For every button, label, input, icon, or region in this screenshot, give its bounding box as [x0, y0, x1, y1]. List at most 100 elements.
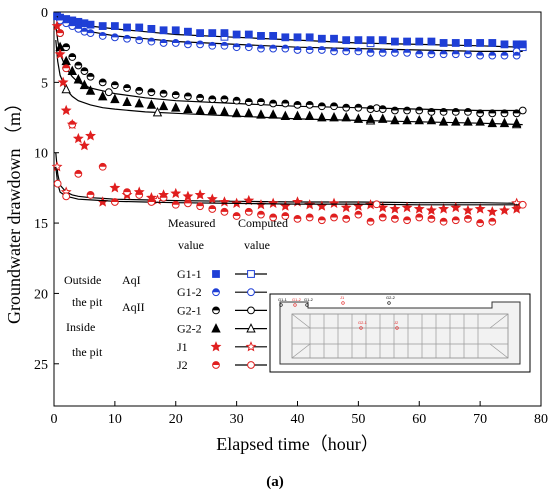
measured-point-j2-fill	[172, 201, 180, 205]
measured-point-g2-1-fill	[233, 97, 241, 101]
measured-point-g1-2	[427, 50, 436, 59]
measured-point-g2-1	[62, 43, 71, 52]
measured-point-j2	[354, 210, 363, 219]
measured-point-g1-2-fill	[403, 49, 411, 53]
measured-point-j2-fill	[464, 215, 472, 219]
inset-well-marker	[395, 326, 399, 330]
measured-point-g2-2	[353, 113, 364, 123]
measured-point-g2-1	[366, 105, 375, 113]
legend-measured-marker-g2-1-fill	[212, 307, 220, 311]
measured-point-g1-2	[378, 48, 387, 57]
measured-point-j2-fill	[476, 219, 484, 224]
measured-point-g2-1	[305, 100, 314, 109]
legend-header-measured: Measured	[168, 216, 215, 230]
measured-point-g1-2-fill	[221, 42, 228, 46]
measured-point-g2-2	[195, 104, 205, 115]
measured-point-g1-2	[110, 33, 119, 42]
measured-point-g1-1	[257, 32, 265, 40]
measured-point-g2-2	[134, 97, 144, 108]
measured-point-j1	[109, 182, 121, 193]
measured-point-g2-2	[378, 113, 388, 123]
measured-point-g2-1	[464, 108, 472, 116]
measured-point-j2	[451, 216, 460, 225]
measured-point-g2-2	[122, 96, 132, 106]
measured-point-g1-2	[317, 46, 326, 54]
measured-point-g2-1-fill	[281, 100, 289, 104]
measured-point-g1-2-fill	[488, 52, 496, 56]
legend-group-outside-2: the pit	[72, 295, 103, 309]
measured-point-g1-2	[56, 16, 64, 25]
y-tick-label: 10	[34, 147, 48, 162]
measured-point-g2-1	[451, 108, 460, 116]
inset-well-marker	[359, 326, 363, 330]
measured-point-g1-1	[342, 36, 351, 45]
measured-point-g1-1	[232, 30, 241, 39]
measured-point-g2-1-fill	[330, 102, 338, 107]
measured-point-g2-1	[86, 72, 95, 81]
measured-point-j2	[464, 214, 472, 223]
measured-point-g2-1	[257, 98, 265, 106]
measured-point-j1	[389, 203, 401, 214]
y-tick-label: 5	[41, 76, 48, 91]
measured-point-g2-1-fill	[306, 101, 314, 105]
measured-point-g1-1	[98, 22, 107, 30]
measured-point-j1	[511, 203, 523, 214]
measured-point-g2-1-fill	[501, 109, 508, 114]
measured-point-j2-fill	[318, 216, 326, 221]
measured-point-g1-2	[464, 50, 472, 59]
inset-brace	[291, 343, 311, 359]
measured-point-j1	[170, 187, 182, 199]
measured-point-g1-2	[184, 40, 192, 49]
measured-point-g1-1	[293, 33, 302, 42]
legend-label-g1-2: G1-2	[177, 285, 202, 299]
measured-point-j2	[123, 188, 131, 197]
measured-point-g1-2-fill	[99, 32, 107, 36]
measured-point-g1-2-fill	[68, 22, 76, 27]
x-tick-label: 40	[291, 412, 305, 427]
computed-marker-j2	[62, 192, 71, 201]
measured-point-g2-1-fill	[391, 107, 399, 111]
measured-point-g1-2-fill	[111, 33, 119, 38]
measured-point-g1-2-fill	[367, 49, 374, 53]
legend-measured-marker-g1-2	[212, 288, 220, 297]
legend-measured-marker-g2-1	[212, 306, 220, 315]
measured-point-g1-1	[305, 33, 314, 42]
measured-point-g2-2	[110, 93, 120, 104]
measured-point-g2-2	[280, 110, 291, 121]
measured-point-g1-2-fill	[56, 17, 64, 21]
measured-point-j2-fill	[111, 198, 119, 202]
measured-point-g1-2	[244, 43, 253, 52]
measured-point-g2-1-fill	[464, 108, 472, 112]
computed-marker-j2	[53, 179, 62, 188]
measured-point-j1	[279, 200, 291, 211]
measured-point-g1-1	[518, 40, 527, 49]
measured-point-g1-2-fill	[74, 25, 82, 29]
legend-group-inside-1: Inside	[66, 320, 95, 334]
measured-point-g1-1	[415, 37, 424, 46]
measured-point-j1	[206, 193, 218, 204]
measured-point-g1-2	[123, 34, 131, 43]
measured-point-g1-2	[135, 36, 144, 45]
measured-point-g1-1	[488, 39, 497, 47]
measured-point-j2	[476, 219, 485, 227]
measured-point-g2-1	[98, 78, 107, 87]
measured-point-g1-2	[476, 51, 485, 60]
measured-point-g1-1	[110, 22, 119, 30]
measured-point-g1-2	[330, 47, 338, 56]
measured-point-j2-fill	[440, 218, 447, 222]
legend-aquifer-1: AqI	[122, 273, 141, 287]
measured-point-g2-1-fill	[513, 109, 521, 114]
measured-point-g1-2	[257, 44, 265, 53]
measured-point-g2-1	[80, 67, 89, 75]
measured-point-g2-1-fill	[403, 107, 411, 111]
measured-point-g1-1	[403, 37, 411, 46]
measured-point-g2-1	[500, 109, 509, 118]
x-tick-label: 10	[108, 412, 122, 427]
measured-point-j2	[330, 213, 338, 222]
measured-point-g2-2	[73, 74, 84, 84]
measured-point-j2	[232, 212, 241, 220]
measured-point-g1-1	[244, 30, 253, 39]
series-g1-2	[56, 15, 523, 60]
measured-point-j1	[462, 204, 474, 216]
measured-point-j2-fill	[281, 212, 289, 217]
